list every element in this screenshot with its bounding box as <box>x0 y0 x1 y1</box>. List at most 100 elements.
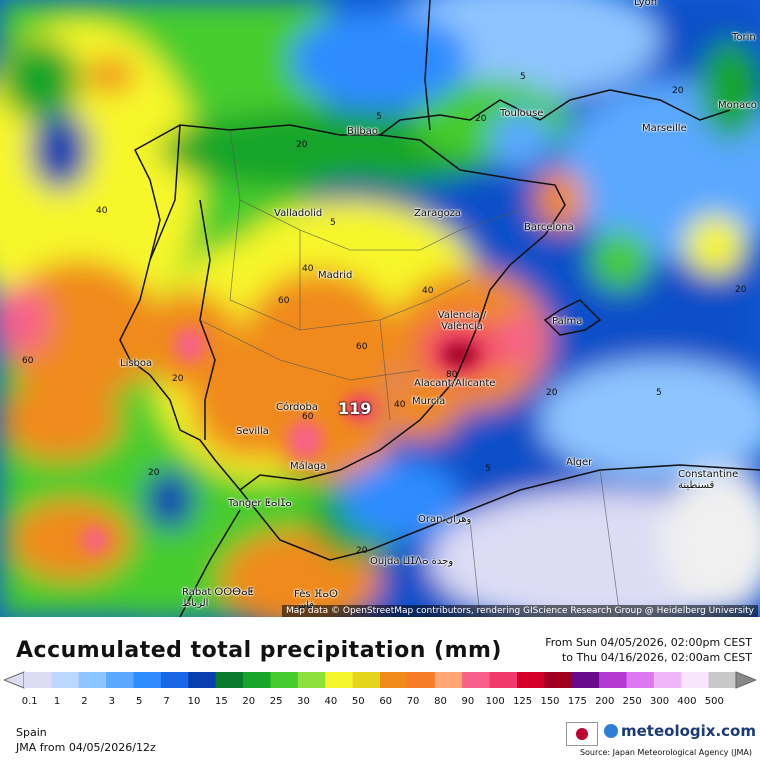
scale-swatch <box>434 672 463 688</box>
contour-label: 20 <box>148 468 160 478</box>
scale-tick-label: 7 <box>163 696 170 707</box>
city-label: Oran وهران <box>418 514 472 525</box>
contour-label: 60 <box>278 296 290 306</box>
scale-swatch <box>325 672 354 688</box>
scale-swatch <box>188 672 217 688</box>
city-label: Alger <box>566 457 593 468</box>
scale-tick-label: 90 <box>461 696 475 707</box>
scale-swatch <box>407 672 436 688</box>
contour-label: 40 <box>394 400 406 410</box>
contour-label: 5 <box>520 72 526 82</box>
city-label: Lyon <box>634 0 658 8</box>
japan-flag-icon <box>566 722 598 746</box>
contour-label: 20 <box>356 546 368 556</box>
scale-swatch <box>653 672 682 688</box>
scale-tick-label: 500 <box>704 696 724 707</box>
precipitation-map[interactable]: 119 Lyon Torin Monaco Marseille Toulouse… <box>0 0 760 617</box>
period-to: to Thu 04/16/2026, 02:00am CEST <box>561 651 752 664</box>
city-label: Bilbao <box>347 126 379 137</box>
region-label: Spain <box>16 726 47 739</box>
city-label: Madrid <box>318 270 353 281</box>
city-label: Palma <box>552 316 583 327</box>
color-scale <box>4 671 756 689</box>
contour-label: 5 <box>376 112 382 122</box>
scale-tick-label: 10 <box>187 696 201 707</box>
scale-tick-label: 30 <box>297 696 310 707</box>
scale-swatch <box>380 672 408 688</box>
model-run-label: JMA from 04/05/2026/12z <box>16 741 156 754</box>
scale-tick-label: 200 <box>595 696 615 707</box>
brand-name: meteologix.com <box>621 722 756 740</box>
city-label: Toulouse <box>500 108 544 119</box>
contour-label: 40 <box>422 286 434 296</box>
scale-swatch <box>626 672 655 688</box>
scale-swatch <box>24 672 52 688</box>
map-attribution: Map data © OpenStreetMap contributors, r… <box>282 605 758 617</box>
city-label: Monaco <box>718 100 757 111</box>
scale-swatch <box>681 672 710 688</box>
scale-tick-label: 2 <box>81 696 88 707</box>
scale-swatch <box>270 672 299 688</box>
contour-label: 5 <box>656 388 662 398</box>
scale-swatch <box>708 672 737 688</box>
scale-tick-label: 5 <box>136 696 143 707</box>
scale-tick-label: 40 <box>324 696 338 707</box>
contour-label: 80 <box>446 370 458 380</box>
city-label: Oujda ⵡⵊⴷⴰ وجدة <box>370 556 454 567</box>
scale-swatch <box>462 672 491 688</box>
globe-icon <box>604 724 618 738</box>
legend-title: Accumulated total precipitation (mm) <box>16 638 502 663</box>
scale-swatch <box>297 672 326 688</box>
city-label: Barcelona <box>524 222 574 233</box>
precipitation-field <box>0 0 760 617</box>
city-label: Valencia / València <box>437 310 487 332</box>
scale-tick-label: 15 <box>215 696 228 707</box>
city-label: Málaga <box>290 461 327 472</box>
scale-tick-label: 80 <box>434 696 447 707</box>
scale-tick-label: 175 <box>567 696 587 707</box>
scale-tick-label: 3 <box>108 696 116 707</box>
scale-swatch <box>544 672 573 688</box>
scale-swatch <box>106 672 135 688</box>
city-label: Sevilla <box>236 426 269 437</box>
period-from: From Sun 04/05/2026, 02:00pm CEST <box>545 636 752 649</box>
scale-arrow-right <box>735 671 756 689</box>
scale-tick-label: 0.1 <box>21 696 38 707</box>
scale-swatch <box>571 672 600 688</box>
scale-tick-label: 250 <box>622 696 642 707</box>
contour-label: 20 <box>546 388 558 398</box>
contour-label: 40 <box>302 264 314 274</box>
contour-label: 60 <box>22 356 34 366</box>
scale-swatch <box>78 672 107 688</box>
contour-label: 20 <box>475 114 487 124</box>
city-label: Córdoba <box>276 402 318 413</box>
scale-tick-label: 70 <box>406 696 420 707</box>
scale-swatch <box>160 672 189 688</box>
city-label: Valladolid <box>274 208 323 219</box>
city-label: Alacant/Alicante <box>414 378 496 389</box>
contour-label: 5 <box>485 464 491 474</box>
scale-swatch <box>599 672 627 688</box>
scale-swatch <box>243 672 271 688</box>
scale-tick-label: 25 <box>269 696 283 707</box>
scale-swatch <box>51 672 80 688</box>
contour-label: 60 <box>356 342 368 352</box>
scale-tick-label: 400 <box>677 696 697 707</box>
scale-tick-label: 125 <box>513 696 533 707</box>
city-label: Torin <box>732 32 756 43</box>
contour-label: 40 <box>96 206 108 216</box>
scale-arrow-left <box>4 671 25 689</box>
contour-label: 60 <box>302 412 314 422</box>
contour-label: 20 <box>672 86 684 96</box>
scale-swatch <box>352 672 381 688</box>
scale-tick-label: 50 <box>351 696 365 707</box>
max-value-label: 119 <box>338 399 372 418</box>
scale-swatch <box>133 672 162 688</box>
city-label: Tanger ⵟⴰⵏⵊⴰ <box>228 498 292 509</box>
city-label: Zaragoza <box>414 208 462 219</box>
brand-logo[interactable]: meteologix.com <box>604 722 756 740</box>
contour-label: 5 <box>330 218 336 228</box>
city-label: Constantine قسنطينة <box>678 469 739 491</box>
scale-tick-label: 60 <box>379 696 393 707</box>
scale-swatch <box>215 672 244 688</box>
